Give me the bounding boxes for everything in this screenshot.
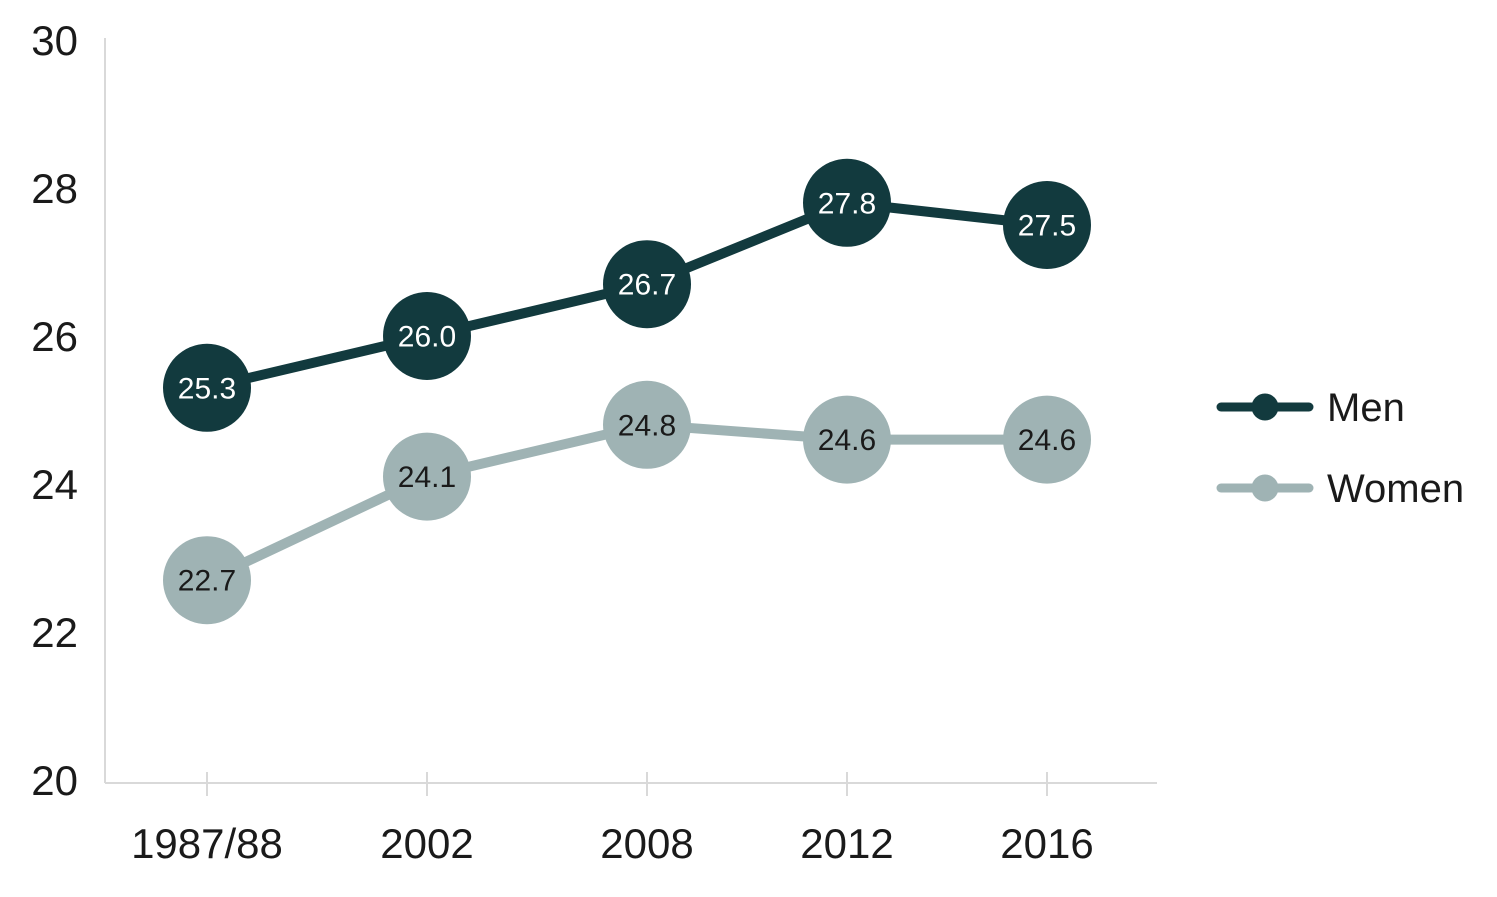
svg-text:25.3: 25.3 (178, 372, 236, 405)
svg-text:27.8: 27.8 (818, 187, 876, 220)
svg-text:24: 24 (31, 461, 78, 508)
svg-text:26.0: 26.0 (398, 321, 456, 354)
svg-text:2016: 2016 (1000, 820, 1093, 867)
svg-text:24.6: 24.6 (1018, 424, 1076, 457)
svg-text:2002: 2002 (380, 820, 473, 867)
svg-text:30: 30 (31, 17, 78, 64)
svg-text:26: 26 (31, 313, 78, 360)
svg-text:2012: 2012 (800, 820, 893, 867)
svg-text:20: 20 (31, 757, 78, 804)
svg-text:Men: Men (1327, 386, 1405, 430)
svg-text:27.5: 27.5 (1018, 210, 1076, 243)
svg-text:24.1: 24.1 (398, 461, 456, 494)
svg-text:Women: Women (1327, 467, 1464, 511)
svg-text:24.8: 24.8 (618, 409, 676, 442)
svg-text:22: 22 (31, 609, 78, 656)
svg-text:28: 28 (31, 165, 78, 212)
svg-text:24.6: 24.6 (818, 424, 876, 457)
svg-text:22.7: 22.7 (178, 565, 236, 598)
svg-text:2008: 2008 (600, 820, 693, 867)
svg-text:1987/88: 1987/88 (131, 820, 283, 867)
svg-text:26.7: 26.7 (618, 269, 676, 302)
